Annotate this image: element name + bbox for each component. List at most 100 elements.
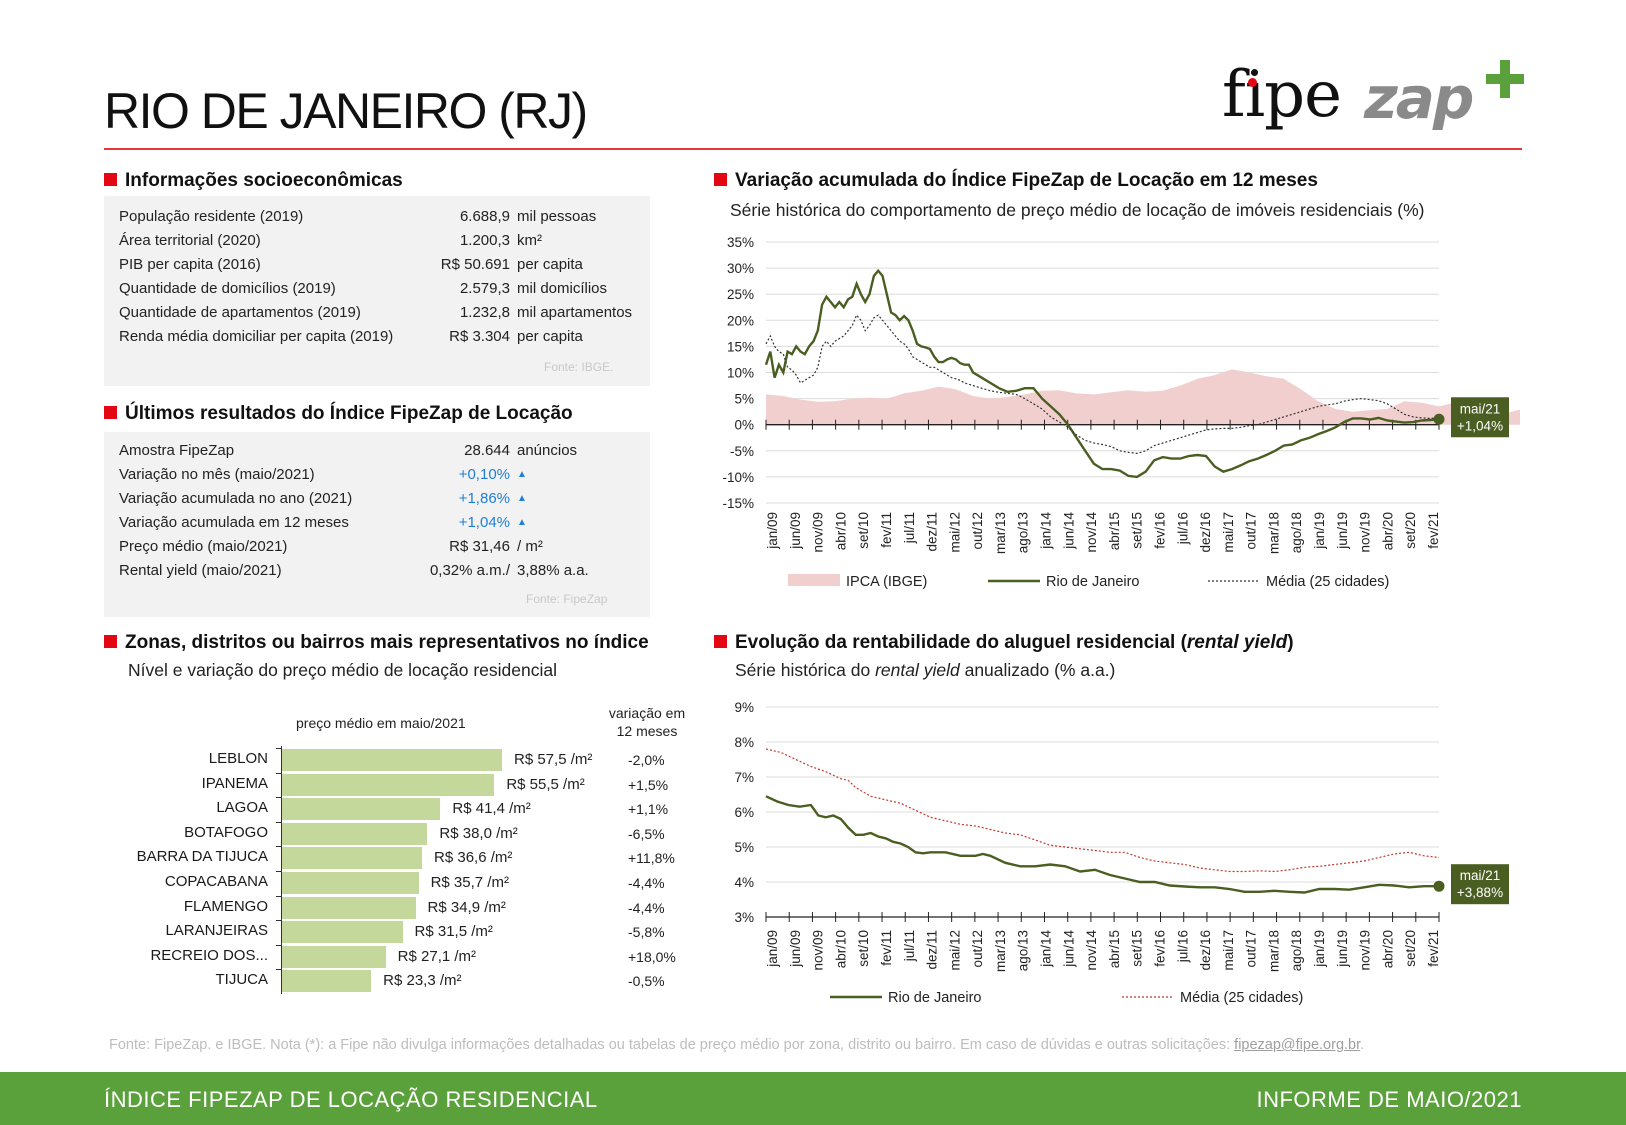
y-tick-label: -5% xyxy=(730,444,754,459)
red-square-icon xyxy=(104,635,117,648)
y-tick-label: 30% xyxy=(727,261,754,276)
y-tick-label: 3% xyxy=(734,910,754,925)
results-value: 0,32% a.m./ xyxy=(429,562,510,579)
zones-bar xyxy=(282,773,495,796)
y-tick-label: 15% xyxy=(727,339,754,354)
zones-bar-value-label: R$ 27,1 /m² xyxy=(397,947,477,965)
x-tick-label: mai/17 xyxy=(1221,512,1236,553)
socio-value: R$ 50.691 xyxy=(440,256,510,273)
logo-fipe-text: fipe xyxy=(1222,58,1342,132)
results-row: Rental yield (maio/2021) 0,32% a.m./ 3,88%… xyxy=(119,562,639,582)
end-label-value: +1,04% xyxy=(1457,418,1503,433)
socio-section-title: Informações socioeconômicas xyxy=(104,170,403,192)
x-tick-label: nov/19 xyxy=(1358,512,1373,553)
socio-unit: mil pessoas xyxy=(517,208,597,225)
socio-value: R$ 3.304 xyxy=(449,328,510,345)
socio-row: Renda média domiciliar per capita (2019)… xyxy=(119,328,639,348)
socio-label: Quantidade de domicílios (2019) xyxy=(119,280,336,297)
red-square-icon xyxy=(104,406,117,419)
series-ipca-area xyxy=(766,369,1520,425)
y-tick-label: 7% xyxy=(734,770,754,785)
zones-bar-value-label: R$ 57,5 /m² xyxy=(514,751,593,768)
y-tick-label: -15% xyxy=(722,496,754,511)
end-label-date: mai/21 xyxy=(1460,868,1501,883)
x-tick-label: fev/16 xyxy=(1152,930,1167,967)
zones-category-label: RECREIO DOS... xyxy=(150,946,268,964)
x-tick-label: jun/09 xyxy=(788,512,803,550)
results-value: R$ 31,46 xyxy=(449,538,510,555)
zones-bar xyxy=(282,921,403,944)
zones-variation-label: +11,8% xyxy=(628,850,675,867)
end-value-callout xyxy=(1451,864,1509,905)
x-tick-label: nov/09 xyxy=(811,930,826,971)
zones-variation-label: -2,0% xyxy=(628,752,665,768)
zones-variation-label: -4,4% xyxy=(628,875,665,891)
up-arrow-icon: ▲ xyxy=(517,493,527,504)
plus-icon xyxy=(1486,60,1524,98)
series-end-marker xyxy=(1433,413,1445,425)
results-label: Preço médio (maio/2021) xyxy=(119,538,288,555)
x-tick-label: ago/13 xyxy=(1016,930,1031,971)
y-tick-label: 6% xyxy=(734,805,754,820)
zones-variation-label: -6,5% xyxy=(628,825,665,842)
footer-email-link[interactable]: fipezap@fipe.org.br xyxy=(1234,1037,1361,1053)
legend-label: Média (25 cidades) xyxy=(1180,990,1303,1006)
x-tick-label: set/20 xyxy=(1403,930,1418,967)
socio-unit: mil domicílios xyxy=(517,280,608,297)
x-tick-label: fev/21 xyxy=(1426,930,1441,967)
zones-axis-tick xyxy=(276,797,281,799)
zones-bar-value-label: R$ 36,6 /m² xyxy=(434,849,513,867)
socio-info-box: População residente (2019) 6.688,9 mil pes… xyxy=(104,196,650,386)
y-tick-label: 5% xyxy=(734,392,754,407)
socio-label: PIB per capita (2016) xyxy=(119,256,261,273)
x-tick-label: dez/11 xyxy=(925,930,940,970)
up-arrow-icon: ▲ xyxy=(517,517,527,528)
zones-bar xyxy=(282,847,423,870)
x-tick-label: mai/17 xyxy=(1221,930,1236,971)
zones-bar-value-label: R$ 34,9 /m² xyxy=(427,898,506,916)
results-unit: anúncios xyxy=(517,442,578,459)
zones-bar xyxy=(282,896,416,919)
zones-axis-tick xyxy=(276,871,281,872)
zones-category-label: LAGOA xyxy=(216,799,268,817)
x-tick-label: mai/12 xyxy=(947,512,962,553)
legend-label: Rio de Janeiro xyxy=(888,990,982,1006)
x-tick-label: jan/19 xyxy=(1312,512,1327,550)
x-tick-label: jun/14 xyxy=(1061,512,1076,550)
results-label: Variação acumulada em 12 meses xyxy=(119,514,349,531)
zones-col-var-2: 12 meses xyxy=(616,723,678,739)
yield-line-chart: 9% 8% 7% 6% 5% 4% 3% mai/21 +3,88% jan/09 jun/09 no… xyxy=(734,700,1509,1006)
x-tick-label: abr/15 xyxy=(1107,930,1122,968)
x-tick-label: jan/19 xyxy=(1312,930,1327,968)
zones-category-label: LARANJEIRAS xyxy=(165,922,268,940)
x-tick-label: nov/09 xyxy=(811,512,826,553)
socio-label: Área territorial (2020) xyxy=(119,232,261,249)
y-tick-label: -10% xyxy=(722,470,754,485)
x-tick-label: out/17 xyxy=(1244,512,1259,550)
x-tick-label: mar/18 xyxy=(1266,930,1281,972)
x-tick-label: out/12 xyxy=(970,930,985,968)
results-label: Rental yield (maio/2021) xyxy=(119,562,282,579)
zones-bar-value-label: R$ 35,7 /m² xyxy=(430,874,509,891)
y-tick-label: 35% xyxy=(727,235,754,250)
results-unit: / m² xyxy=(517,538,543,555)
red-square-icon xyxy=(714,173,727,186)
results-info-box: Amostra FipeZap 28.644 anúncios Variação no… xyxy=(104,432,650,617)
red-square-icon xyxy=(104,173,117,186)
zones-category-label: FLAMENGO xyxy=(183,897,268,915)
x-tick-label: nov/14 xyxy=(1084,512,1099,553)
series-rio-line xyxy=(765,795,1439,894)
results-row: Amostra FipeZap 28.644 anúncios xyxy=(119,442,639,462)
x-tick-label: jan/09 xyxy=(765,512,780,550)
footer-bar xyxy=(0,1072,1626,1125)
results-label: Amostra FipeZap xyxy=(119,442,235,459)
socio-unit: mil apartamentos xyxy=(517,304,633,321)
zones-category-label: BOTAFOGO xyxy=(184,823,268,841)
x-tick-label: jul/11 xyxy=(902,930,917,962)
zones-category-label: IPANEMA xyxy=(201,774,268,792)
x-tick-label: nov/19 xyxy=(1358,930,1373,971)
zones-bar-value-label: R$ 41,4 /m² xyxy=(452,800,531,818)
y-tick-label: 8% xyxy=(734,735,754,750)
x-tick-label: dez/16 xyxy=(1198,512,1213,553)
legend-label: Rio de Janeiro xyxy=(1046,574,1140,590)
